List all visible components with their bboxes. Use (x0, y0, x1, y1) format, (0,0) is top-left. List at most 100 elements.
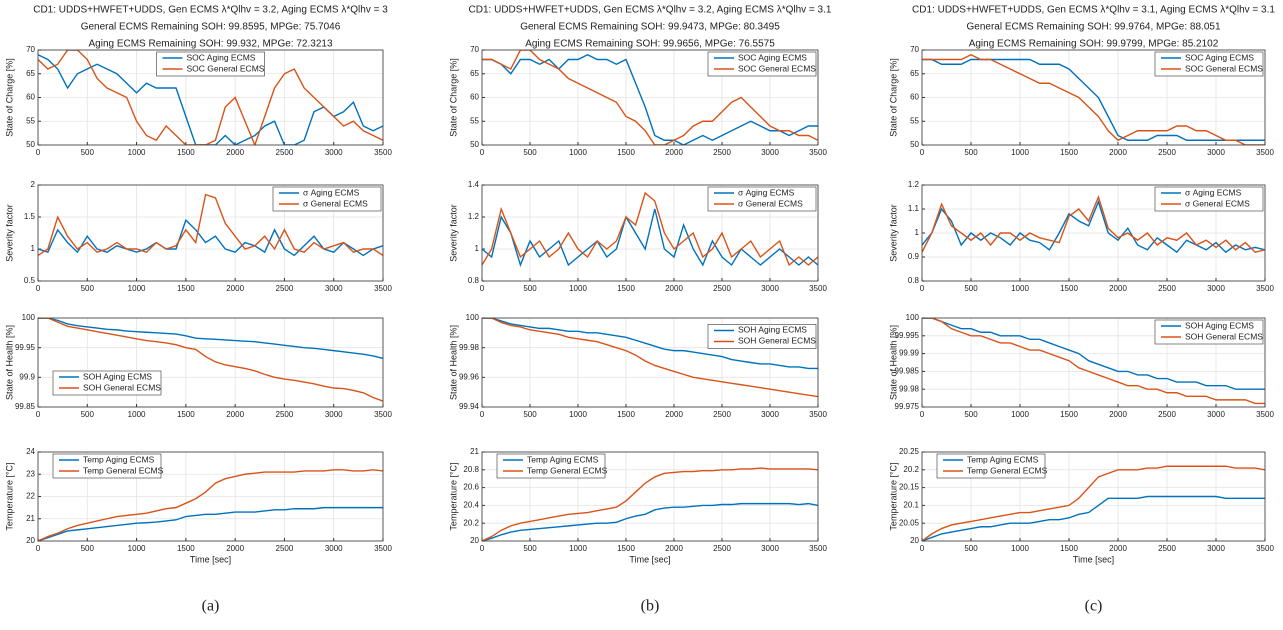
y-tick-label: 100 (906, 313, 920, 322)
x-tick-label: 500 (523, 544, 537, 553)
x-tick-label: 1500 (617, 284, 635, 293)
x-tick-label: 2500 (713, 544, 731, 553)
legend-label: Temp Aging ECMS (527, 454, 599, 464)
x-tick-label: 1500 (617, 148, 635, 157)
legend-label: SOH Aging ECMS (83, 371, 152, 381)
legend-box (272, 186, 382, 212)
data-line (482, 208, 818, 268)
x-tick-label: 2500 (713, 148, 731, 157)
data-line (482, 502, 818, 541)
x-tick-label: 2000 (665, 544, 683, 553)
legend-label: Temp General ECMS (967, 465, 1048, 475)
legend-label: Temp General ECMS (83, 465, 164, 475)
data-line (482, 318, 818, 398)
y-tick-label: 0.9 (908, 252, 920, 261)
legend-label: SOC Aging ECMS (738, 52, 807, 62)
x-tick-label: 0 (36, 148, 41, 157)
x-tick-label: 2000 (226, 148, 244, 157)
x-tick-label: 3500 (1256, 410, 1274, 419)
x-tick-label: 3000 (761, 410, 779, 419)
y-tick-label: 24 (26, 447, 35, 456)
y-tick-label: 20.15 (899, 483, 920, 492)
legend-box (156, 51, 265, 77)
x-tick-label: 0 (920, 148, 925, 157)
axes-box (481, 451, 819, 542)
x-tick-label: 1000 (128, 410, 146, 419)
x-tick-label: 2000 (226, 410, 244, 419)
legend-label: σ Aging ECMS (1185, 187, 1242, 197)
data-line (38, 218, 383, 257)
legend-label: σ Aging ECMS (303, 187, 360, 197)
x-tick-label: 500 (81, 148, 95, 157)
axes-box (37, 317, 384, 408)
x-tick-label: 500 (964, 148, 978, 157)
y-tick-label: 0.8 (468, 276, 480, 285)
axes-box (921, 184, 1266, 282)
y-tick-label: 55 (470, 116, 479, 125)
y-tick-label: 99.95 (15, 343, 36, 352)
x-tick-label: 1500 (617, 410, 635, 419)
y-tick-label: 20.1 (903, 501, 919, 510)
x-tick-label: 3000 (325, 148, 343, 157)
legend-box (52, 453, 162, 479)
y-tick-label: 1.5 (24, 212, 36, 221)
y-tick-label: 50 (470, 140, 479, 149)
y-tick-label: 50 (26, 140, 35, 149)
x-tick-label: 2000 (226, 284, 244, 293)
y-tick-label: 21 (26, 514, 35, 523)
x-tick-label: 3500 (1256, 544, 1274, 553)
x-tick-label: 3500 (374, 148, 392, 157)
y-tick-label: 55 (910, 116, 919, 125)
x-tick-label: 500 (523, 284, 537, 293)
axes-box (37, 49, 384, 146)
x-tick-label: 3500 (374, 284, 392, 293)
x-tick-label: 1500 (177, 284, 195, 293)
data-line (38, 318, 383, 402)
axes-box (481, 184, 819, 282)
legend-box (52, 370, 162, 396)
x-tick-label: 3000 (325, 410, 343, 419)
x-tick-label: 0 (920, 284, 925, 293)
x-tick-label: 500 (523, 410, 537, 419)
legend-label: Temp General ECMS (527, 465, 608, 475)
chart-title: CD1: UDDS+HWFET+UDDS, Gen ECMS λ*Qlhv = … (33, 5, 388, 16)
y-tick-label: 99.85 (15, 402, 36, 411)
y-axis-label: Severity factor (448, 204, 458, 262)
x-tick-label: 2000 (1109, 284, 1127, 293)
x-tick-label: 2000 (665, 284, 683, 293)
legend-box (936, 453, 1046, 479)
axes-box (921, 451, 1266, 542)
x-tick-label: 3000 (1207, 410, 1225, 419)
x-tick-label: 2000 (1109, 148, 1127, 157)
y-tick-label: 0.5 (24, 276, 36, 285)
y-axis-label: Temperature [°C] (448, 462, 458, 530)
y-tick-label: 1 (31, 244, 36, 253)
data-line (38, 318, 383, 360)
axes-box (921, 317, 1266, 408)
x-tick-label: 1500 (177, 410, 195, 419)
x-tick-label: 2000 (1109, 410, 1127, 419)
data-line (38, 506, 383, 541)
x-tick-label: 0 (36, 410, 41, 419)
legend-label: Temp Aging ECMS (967, 454, 1039, 464)
y-tick-label: 100 (22, 313, 36, 322)
y-tick-label: 1 (475, 244, 480, 253)
x-tick-label: 3500 (374, 410, 392, 419)
y-tick-label: 65 (910, 69, 919, 78)
x-tick-label: 0 (920, 544, 925, 553)
data-line (922, 318, 1265, 390)
x-tick-label: 1500 (1060, 148, 1078, 157)
y-tick-label: 20.05 (899, 518, 920, 527)
x-tick-label: 3500 (1256, 284, 1274, 293)
y-tick-label: 2 (31, 180, 36, 189)
y-tick-label: 1.2 (468, 212, 480, 221)
legend-box (1154, 186, 1264, 212)
y-tick-label: 55 (26, 116, 35, 125)
x-tick-label: 500 (523, 148, 537, 157)
y-axis-label: State of Charge [%] (4, 58, 14, 137)
y-tick-label: 99.98 (899, 384, 920, 393)
data-line (482, 53, 818, 145)
axes-box (921, 49, 1266, 146)
y-tick-label: 99.985 (895, 367, 920, 376)
